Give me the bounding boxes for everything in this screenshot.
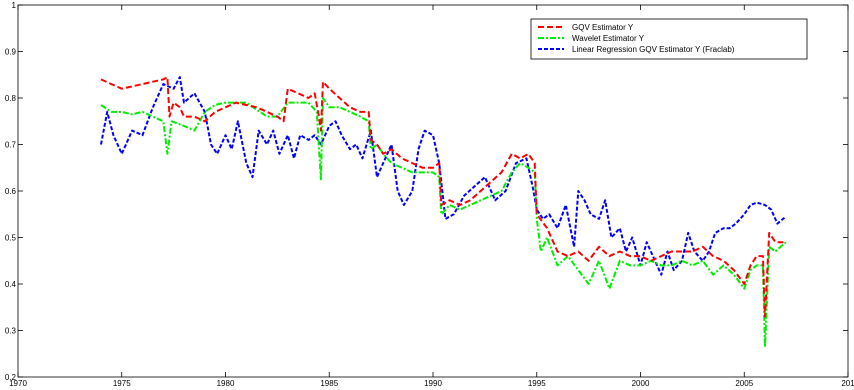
series-line-1 bbox=[100, 97, 787, 348]
legend-box bbox=[530, 18, 808, 60]
x-tick-label: 1990 bbox=[424, 379, 442, 388]
y-tick-label: 0.9 bbox=[5, 48, 17, 57]
series-line-2 bbox=[100, 76, 787, 276]
x-tick-label: 201 bbox=[841, 379, 854, 388]
x-tick-label: 1970 bbox=[9, 379, 27, 388]
series-layer bbox=[100, 76, 787, 348]
y-tick-label: 0.2 bbox=[5, 373, 17, 382]
y-tick-label: 0.5 bbox=[5, 234, 17, 243]
y-tick-label: 0.6 bbox=[5, 187, 17, 196]
x-tick-label: 1985 bbox=[320, 379, 338, 388]
axes-layer: 1970 1975 1980 1985 1990 1995 2000 2005 201 0.2 0.… bbox=[5, 1, 854, 388]
legend-label-gqv: GQV Estimator Y bbox=[572, 23, 634, 32]
legend-label-linear-regression: Linear Regression GQV Estimator Y (Fracl… bbox=[572, 45, 735, 54]
x-tick-label: 2000 bbox=[632, 379, 650, 388]
y-tick-label: 0.3 bbox=[5, 327, 17, 336]
y-tick-label: 0.4 bbox=[5, 280, 17, 289]
y-tick-label: 0.8 bbox=[5, 94, 17, 103]
x-tick-label: 2005 bbox=[735, 379, 753, 388]
y-tick-label: 0.7 bbox=[5, 141, 17, 150]
plot-area bbox=[17, 4, 849, 378]
legend: GQV Estimator Y Wavelet Estimator Y Line… bbox=[530, 18, 808, 60]
legend-label-wavelet: Wavelet Estimator Y bbox=[572, 34, 645, 43]
y-tick-label: 1 bbox=[12, 1, 17, 10]
x-tick-label: 1995 bbox=[528, 379, 546, 388]
x-tick-label: 1975 bbox=[113, 379, 131, 388]
x-tick-label: 1980 bbox=[217, 379, 235, 388]
series-line-0 bbox=[100, 76, 786, 318]
